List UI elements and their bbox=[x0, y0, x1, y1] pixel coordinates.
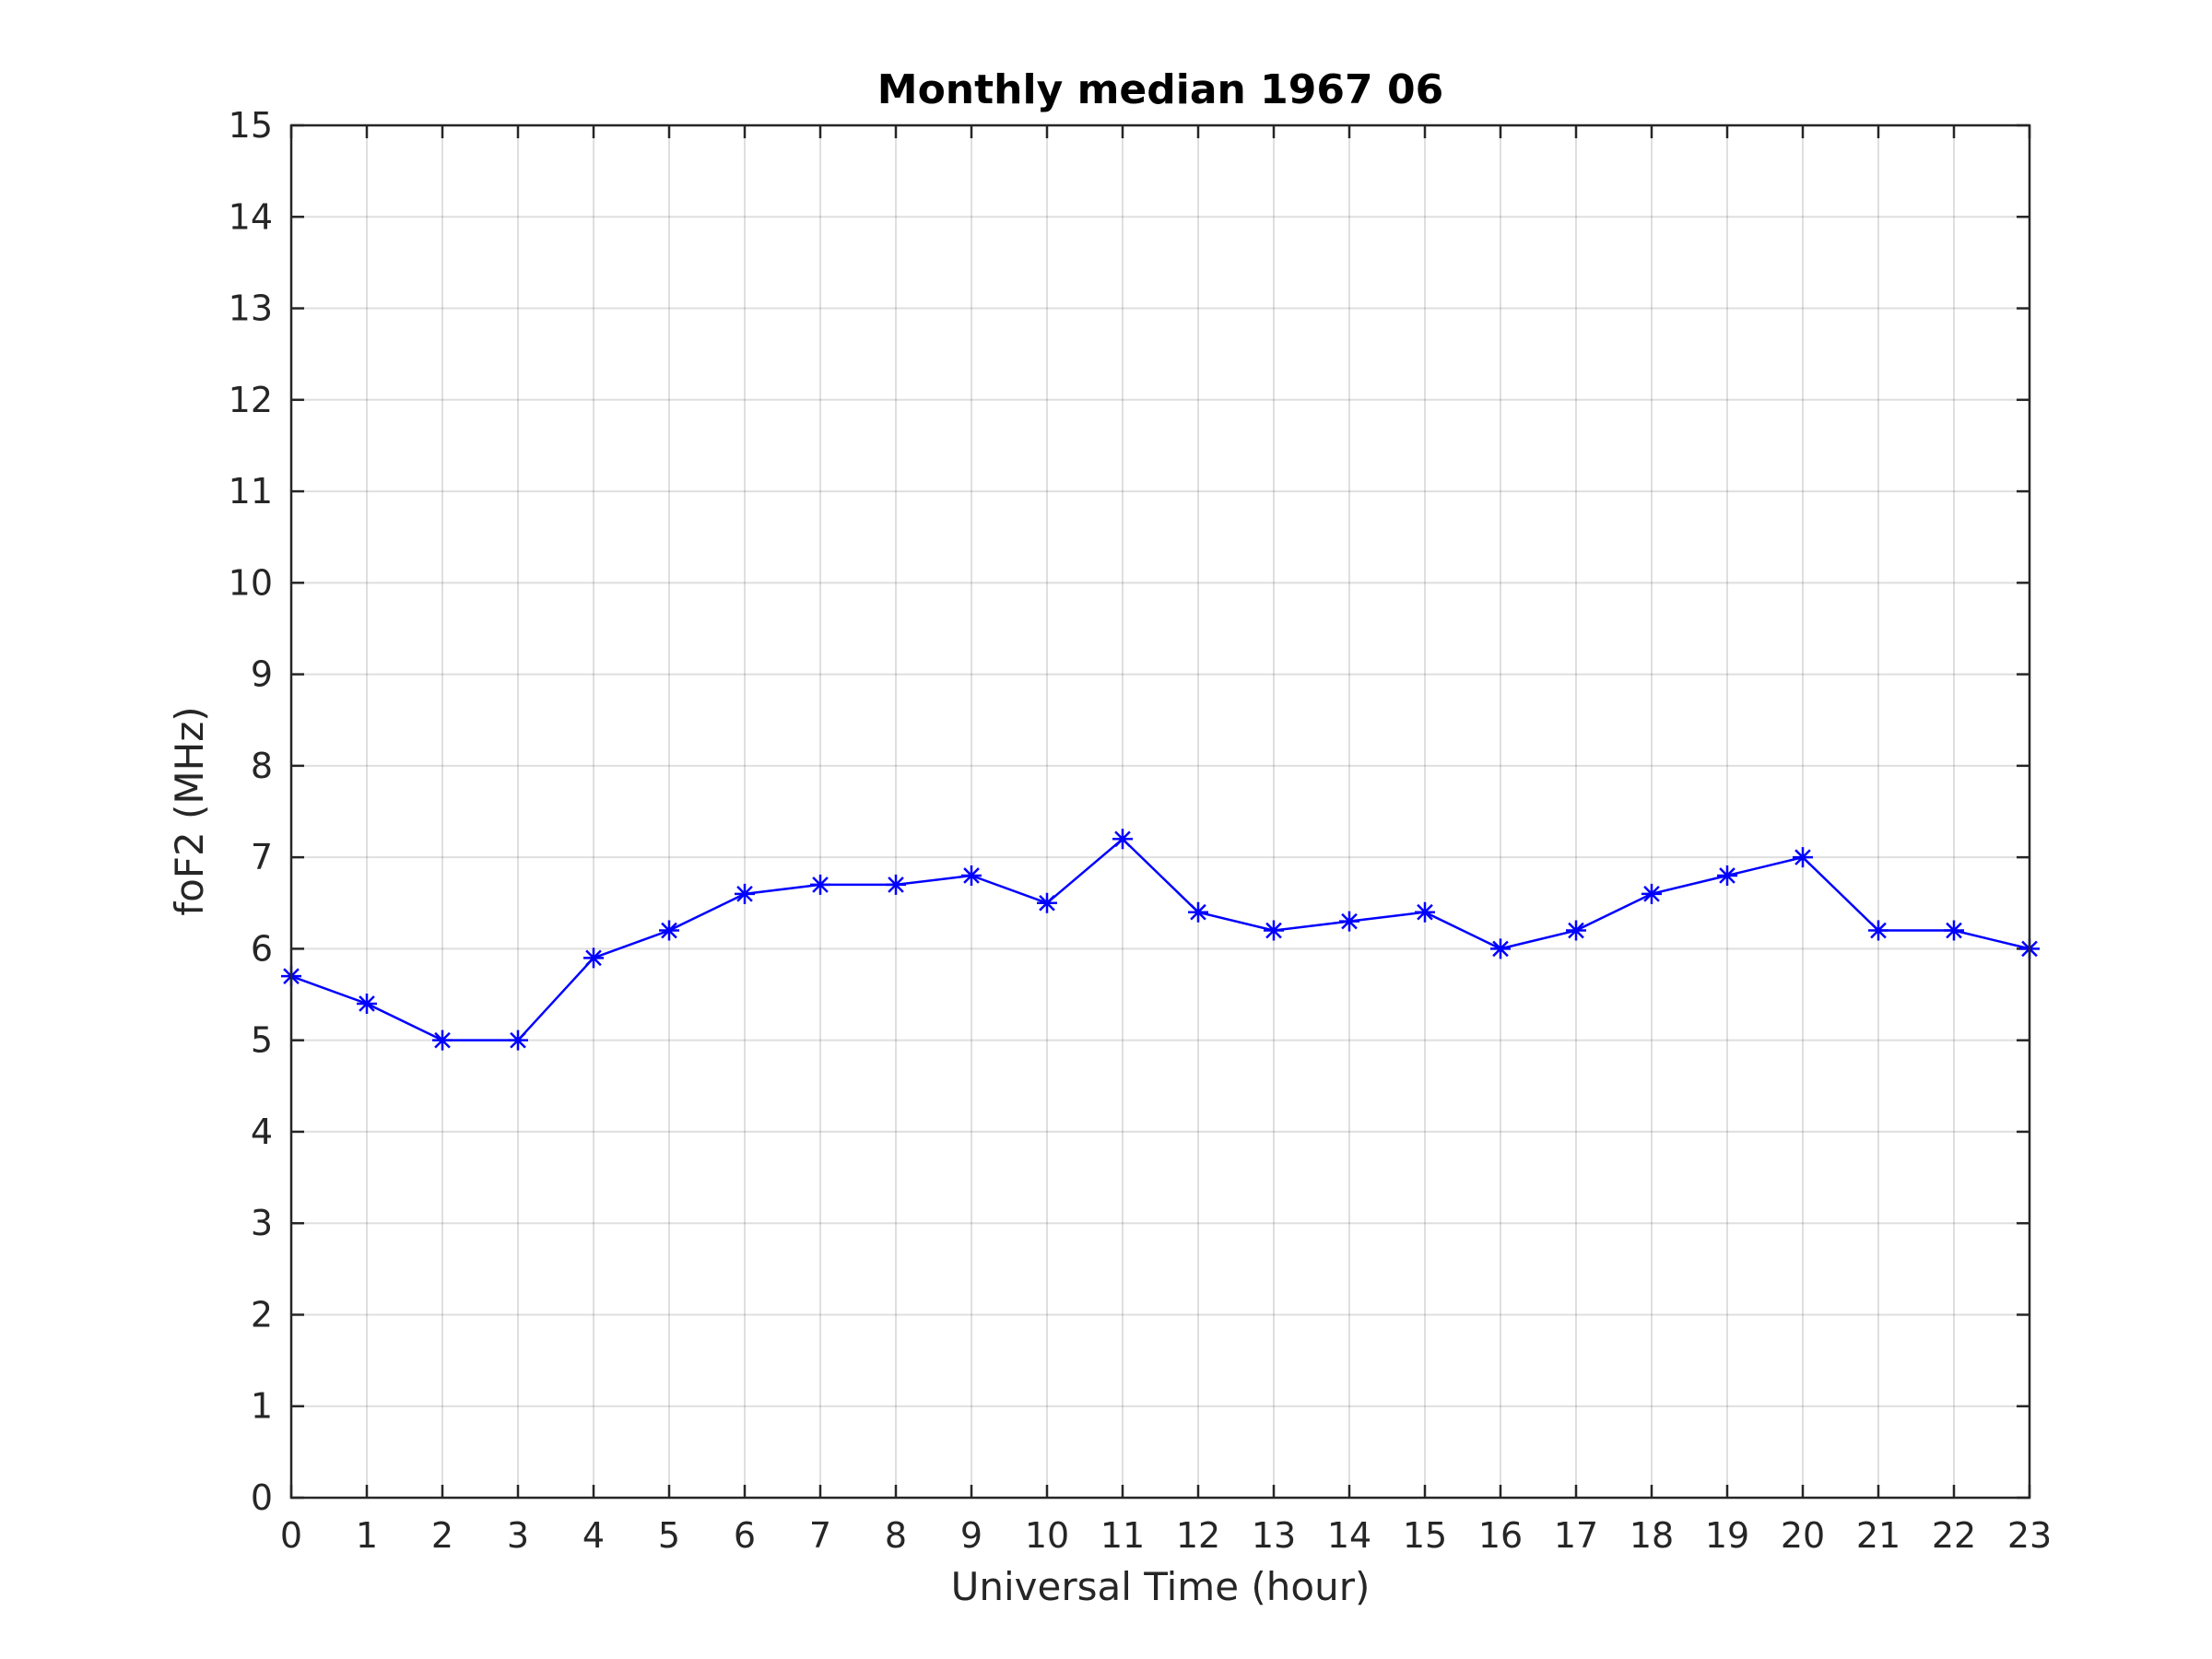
data-point bbox=[432, 1030, 453, 1051]
data-series bbox=[281, 829, 2040, 1051]
y-tick-label: 3 bbox=[251, 1203, 273, 1243]
y-tick-label: 12 bbox=[229, 380, 273, 420]
y-tick-label: 10 bbox=[229, 562, 273, 603]
x-tick-label: 22 bbox=[1932, 1515, 1976, 1556]
data-point bbox=[1264, 920, 1284, 941]
data-point bbox=[1717, 865, 1737, 886]
y-tick-label: 2 bbox=[251, 1294, 273, 1335]
x-tick-label: 19 bbox=[1705, 1515, 1749, 1556]
x-tick-label: 23 bbox=[2007, 1515, 2052, 1556]
x-tick-label: 18 bbox=[1630, 1515, 1674, 1556]
x-tick-label: 16 bbox=[1478, 1515, 1523, 1556]
x-tick-label: 10 bbox=[1025, 1515, 1069, 1556]
x-tick-label: 9 bbox=[960, 1515, 982, 1556]
data-point bbox=[1793, 847, 1813, 868]
data-point bbox=[508, 1030, 528, 1051]
x-tick-label: 12 bbox=[1176, 1515, 1220, 1556]
x-tick-label: 8 bbox=[885, 1515, 907, 1556]
plot-area bbox=[291, 125, 2030, 1498]
x-tick-label: 6 bbox=[734, 1515, 756, 1556]
data-point bbox=[1944, 920, 1964, 941]
x-tick-label: 14 bbox=[1327, 1515, 1371, 1556]
x-tick-label: 2 bbox=[431, 1515, 453, 1556]
axis-ticks bbox=[289, 124, 2031, 1500]
y-tick-label: 11 bbox=[229, 471, 273, 512]
y-tick-label: 7 bbox=[251, 837, 273, 877]
data-point bbox=[1641, 883, 1662, 904]
y-tick-label: 1 bbox=[251, 1386, 273, 1427]
x-tick-label: 21 bbox=[1856, 1515, 1900, 1556]
data-point bbox=[886, 874, 906, 895]
data-point bbox=[1339, 911, 1359, 932]
x-axis-label: Universal Time (hour) bbox=[951, 1564, 1371, 1609]
y-tick-label: 14 bbox=[229, 196, 273, 237]
data-point bbox=[1868, 920, 1888, 941]
y-tick-label: 13 bbox=[229, 288, 273, 329]
x-tick-label: 3 bbox=[507, 1515, 529, 1556]
data-point bbox=[810, 874, 830, 895]
y-tick-label: 15 bbox=[229, 105, 273, 146]
x-tick-label: 4 bbox=[582, 1515, 605, 1556]
x-tick-label: 20 bbox=[1781, 1515, 1825, 1556]
y-axis-label: foF2 (MHz) bbox=[167, 706, 212, 915]
data-point bbox=[735, 883, 755, 904]
axes-frame bbox=[289, 124, 2031, 1500]
x-tick-label: 5 bbox=[658, 1515, 680, 1556]
x-tick-label: 7 bbox=[809, 1515, 831, 1556]
data-point bbox=[1112, 829, 1133, 850]
data-point bbox=[357, 993, 377, 1014]
y-tick-label: 8 bbox=[251, 746, 273, 786]
y-tick-label: 4 bbox=[251, 1112, 273, 1152]
data-point bbox=[1566, 920, 1586, 941]
data-point bbox=[583, 947, 604, 969]
data-point bbox=[1037, 892, 1057, 913]
x-tick-label: 0 bbox=[280, 1515, 302, 1556]
y-tick-label: 6 bbox=[251, 928, 273, 969]
data-point bbox=[659, 920, 679, 941]
data-point bbox=[961, 865, 982, 886]
x-tick-label: 1 bbox=[356, 1515, 378, 1556]
y-tick-label: 0 bbox=[251, 1477, 273, 1518]
grid bbox=[290, 124, 2030, 1499]
series-line bbox=[290, 837, 2030, 1041]
data-point bbox=[1490, 938, 1511, 959]
data-point bbox=[1188, 901, 1208, 923]
x-tick-label: 17 bbox=[1554, 1515, 1598, 1556]
x-tick-label: 13 bbox=[1252, 1515, 1296, 1556]
x-tick-labels: 0 1 2 3 4 5 6 7 8 9 10 11 12 13 14 15 16 17 18 19 20 21 22 23 bbox=[280, 1515, 2052, 1556]
x-tick-label: 11 bbox=[1100, 1515, 1145, 1556]
chart-title: Monthly median 1967 06 bbox=[877, 66, 1443, 113]
y-tick-label: 9 bbox=[251, 654, 273, 695]
x-tick-label: 15 bbox=[1403, 1515, 1447, 1556]
y-tick-label: 5 bbox=[251, 1020, 273, 1061]
data-point bbox=[1415, 901, 1435, 923]
